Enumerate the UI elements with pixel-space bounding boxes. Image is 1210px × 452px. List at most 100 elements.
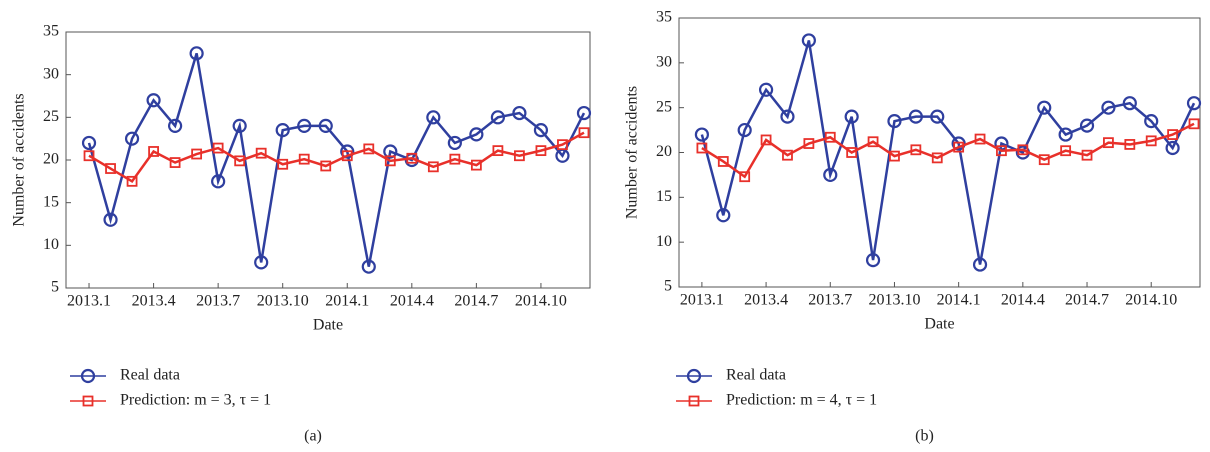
point: [1037, 100, 1052, 115]
x-tick-label: 2013.4: [132, 293, 176, 310]
point: [739, 171, 751, 183]
x-tick-label: 2014.4: [390, 293, 434, 310]
point: [275, 123, 290, 138]
point: [576, 105, 592, 121]
point: [80, 368, 96, 384]
point: [105, 163, 116, 174]
point: [1060, 145, 1072, 157]
point: [449, 153, 461, 165]
point: [1081, 149, 1093, 161]
point: [234, 155, 246, 167]
y-tick-label: 10: [43, 236, 59, 253]
point: [406, 152, 418, 164]
point: [760, 134, 772, 146]
point: [81, 135, 97, 151]
y-tick-label: 20: [43, 151, 59, 168]
point: [801, 33, 816, 48]
legend-label: Prediction: m = 3, τ = 1: [120, 392, 271, 409]
point: [803, 138, 815, 149]
point: [1188, 118, 1200, 130]
point: [146, 93, 161, 108]
point: [211, 174, 226, 189]
legend-label: Prediction: m = 4, τ = 1: [726, 392, 877, 409]
y-tick-label: 5: [664, 278, 672, 295]
caption: (b): [915, 428, 934, 445]
point: [212, 142, 224, 154]
point: [512, 105, 527, 121]
x-tick-label: 2013.7: [808, 292, 852, 309]
point: [426, 110, 441, 125]
point: [103, 212, 118, 227]
y-tick-label: 20: [656, 143, 672, 160]
point: [889, 150, 900, 162]
point: [972, 257, 988, 272]
point: [823, 167, 838, 183]
point: [737, 122, 752, 138]
point: [844, 109, 859, 124]
x-tick-label: 2014.10: [1125, 292, 1177, 309]
point: [447, 135, 462, 151]
point: [383, 144, 398, 159]
y-tick-label: 10: [656, 233, 672, 250]
y-tick-label: 35: [43, 23, 59, 40]
point: [232, 118, 247, 133]
x-axis-label: Date: [924, 316, 954, 333]
point: [533, 123, 549, 138]
point: [780, 109, 795, 124]
point: [124, 131, 140, 146]
point: [908, 109, 923, 124]
legend-label: Real data: [726, 367, 786, 384]
point: [1101, 100, 1116, 115]
x-tick-label: 2014.1: [325, 293, 369, 310]
x-tick-label: 2014.7: [454, 293, 498, 310]
y-tick-label: 25: [43, 108, 59, 125]
point: [384, 155, 396, 167]
y-axis-label: Number of accidents: [11, 93, 28, 226]
point: [297, 118, 312, 133]
point: [1103, 137, 1114, 149]
point: [824, 131, 836, 143]
point: [168, 118, 183, 133]
series-line: [88, 131, 585, 183]
x-tick-label: 2013.1: [680, 292, 724, 309]
point: [716, 208, 731, 223]
point: [887, 114, 902, 129]
y-tick-label: 35: [656, 9, 672, 26]
point: [1058, 127, 1073, 142]
point: [1079, 118, 1095, 133]
point: [361, 259, 376, 274]
point: [1186, 96, 1202, 111]
point: [578, 127, 590, 139]
x-tick-label: 2013.10: [868, 292, 920, 309]
point: [910, 144, 922, 156]
point: [277, 158, 289, 170]
point: [1165, 140, 1180, 156]
x-tick-label: 2014.10: [515, 293, 567, 310]
point: [953, 141, 965, 153]
x-axis-label: Date: [313, 317, 343, 334]
point: [255, 147, 267, 159]
point: [318, 118, 333, 133]
point: [1144, 114, 1159, 129]
y-tick-label: 15: [656, 188, 672, 205]
point: [148, 146, 159, 157]
point: [298, 153, 310, 165]
point: [470, 159, 482, 171]
x-tick-label: 2013.4: [744, 292, 788, 309]
point: [686, 368, 702, 384]
point: [694, 127, 709, 142]
y-tick-label: 30: [656, 54, 672, 71]
point: [191, 148, 203, 160]
y-tick-label: 25: [656, 98, 672, 115]
y-tick-label: 15: [43, 193, 59, 210]
point: [974, 133, 986, 145]
x-tick-label: 2013.1: [67, 293, 111, 310]
point: [931, 152, 943, 164]
point: [557, 139, 568, 151]
point: [83, 150, 95, 162]
point: [782, 149, 793, 161]
x-tick-label: 2013.10: [257, 293, 309, 310]
legend-label: Real data: [120, 367, 180, 384]
point: [341, 150, 353, 162]
